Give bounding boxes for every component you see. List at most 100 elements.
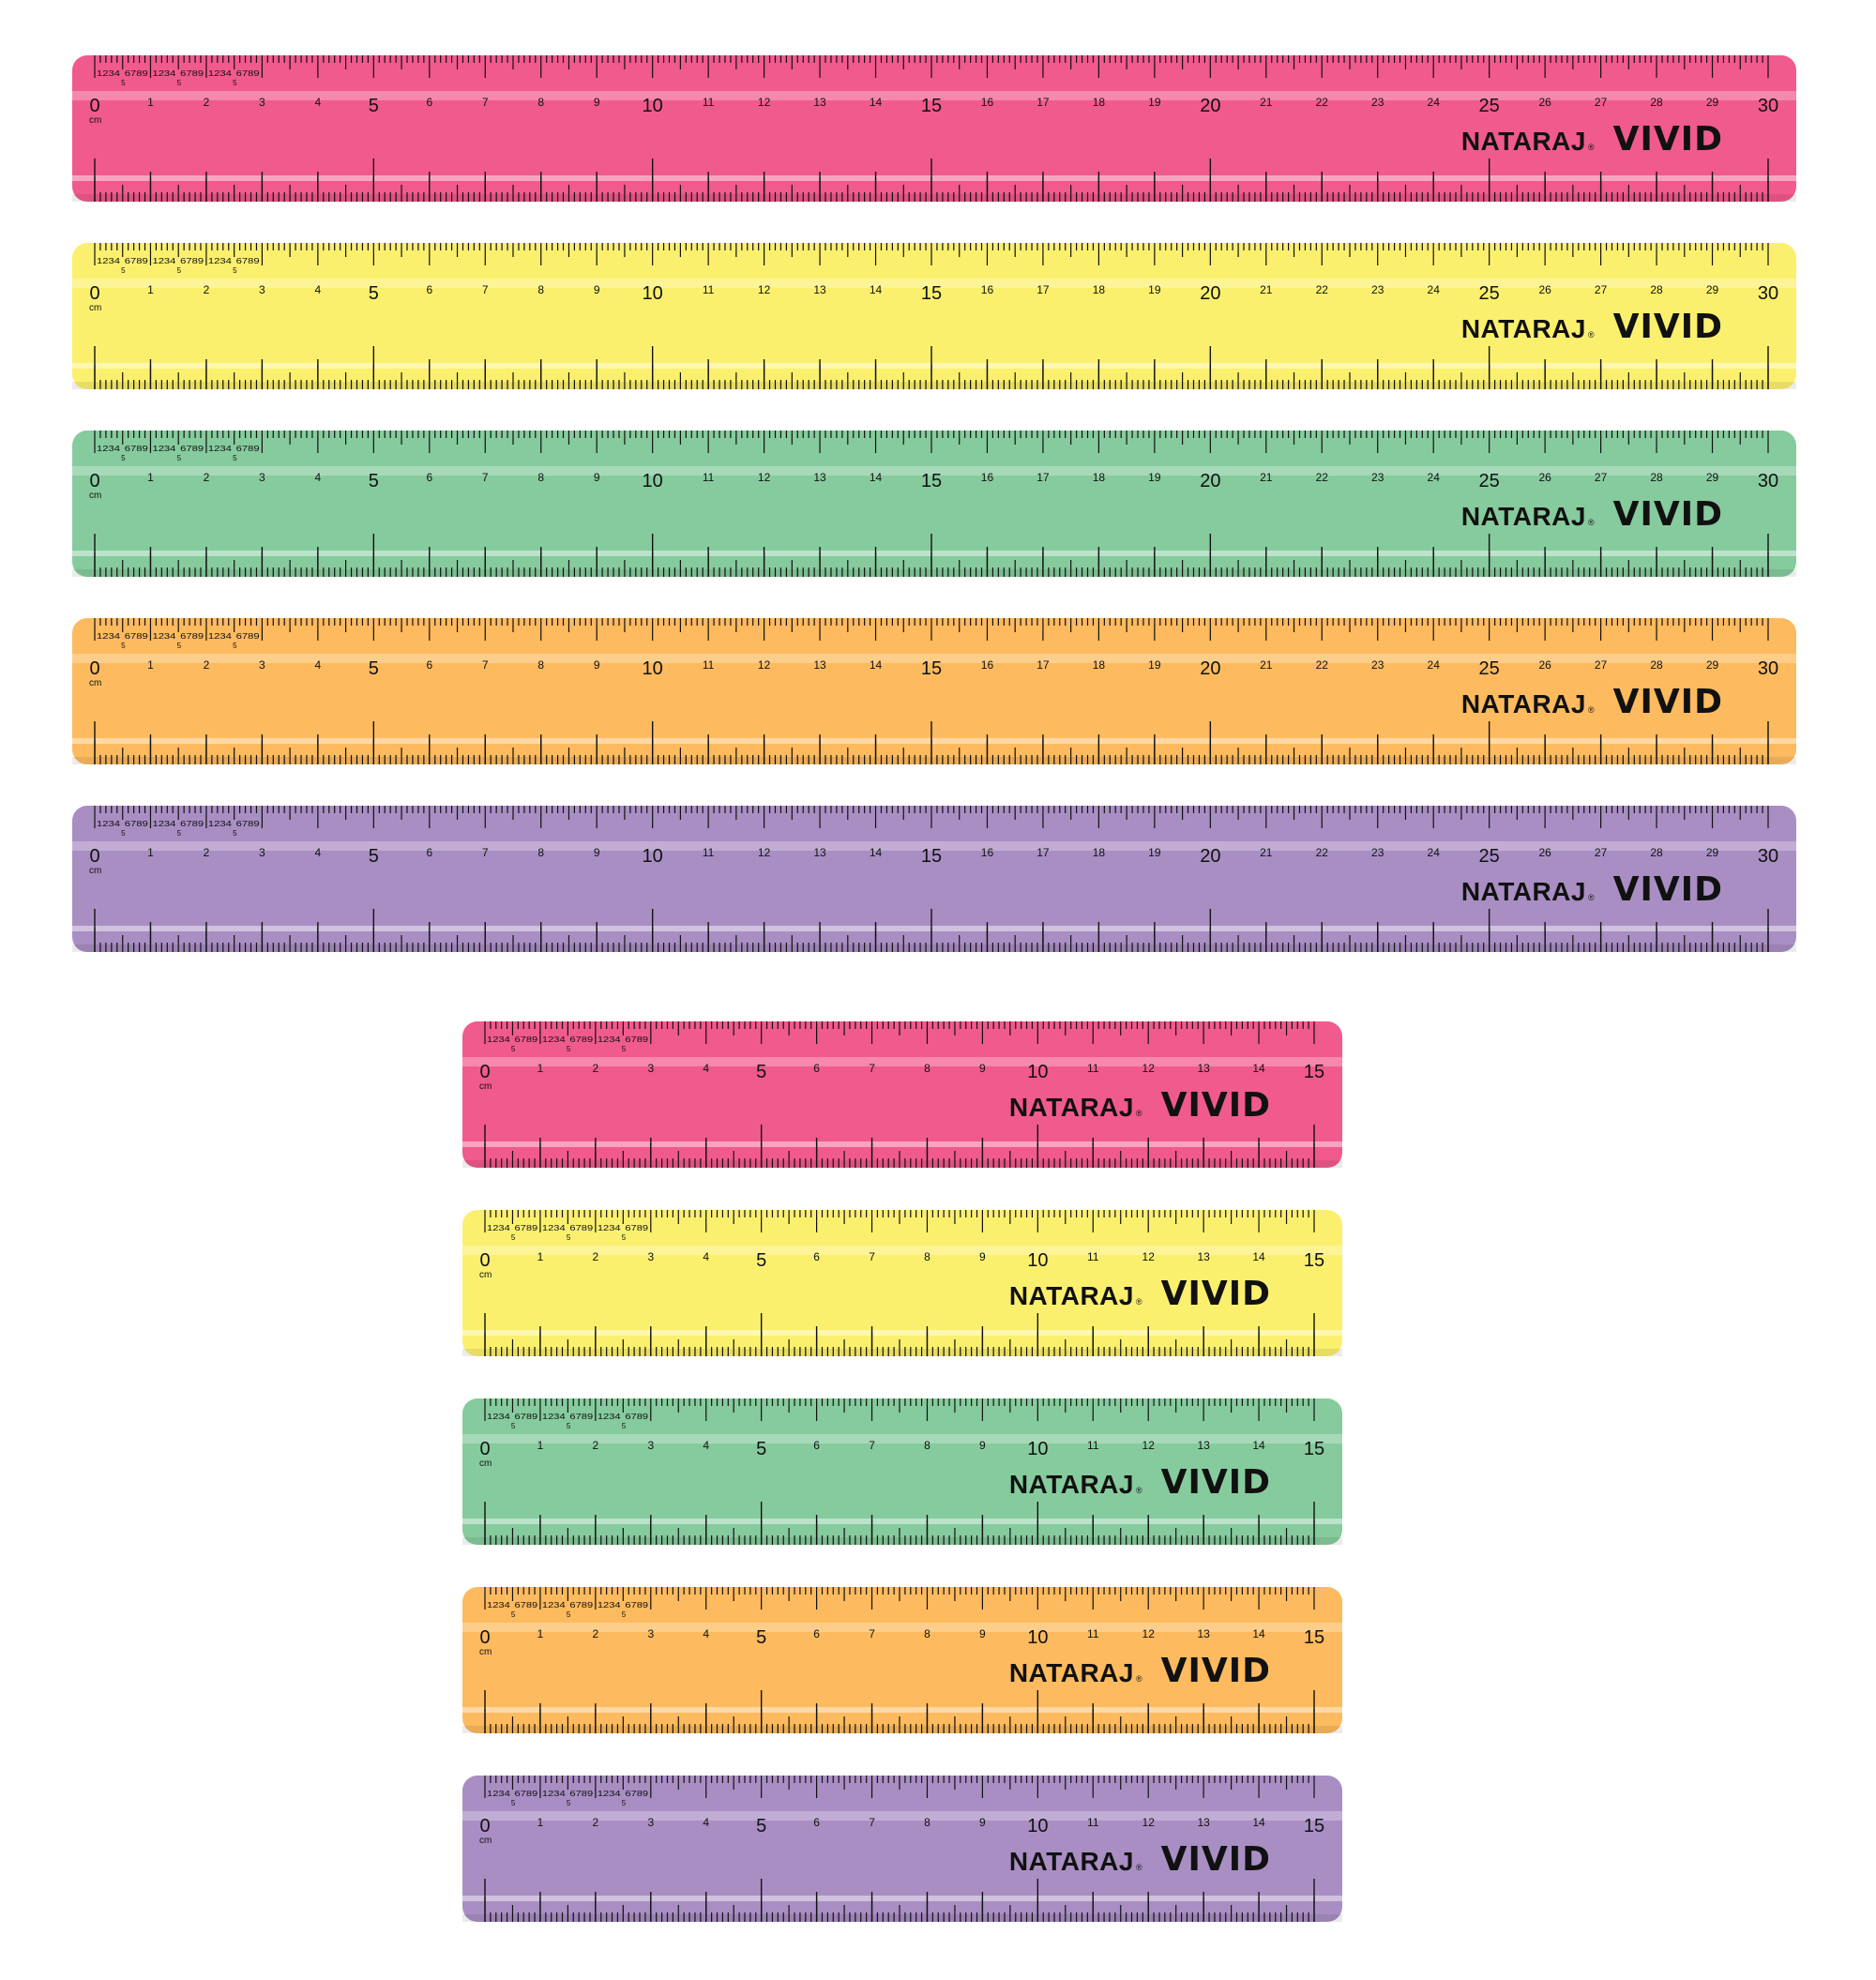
vernier-digits-right: 6789	[236, 632, 261, 641]
cm-number: 10	[1027, 1627, 1048, 1648]
cm-number: 8	[537, 658, 544, 672]
cm-number: 3	[647, 1439, 654, 1452]
cm-number: 7	[482, 658, 489, 672]
ruler-graphic: 0 1 2 3 4 5 6 7 8 9 10 11 12 13 14 15 16 17 18 19 20 21 22 23 24…	[72, 431, 1796, 577]
ruler-edge-shadow	[462, 1349, 1342, 1356]
vernier-five: 5	[567, 1422, 571, 1430]
cm-number: 25	[1479, 471, 1500, 491]
cm-number: 6	[813, 1627, 820, 1640]
vernier-five: 5	[121, 266, 126, 275]
ruler-graphic: 0 1 2 3 4 5 6 7 8 9 10 11 12 13 14 15 16 17 18 19 20 21 22 23 24…	[72, 806, 1796, 952]
cm-number: 5	[756, 1627, 766, 1648]
cm-number: 26	[1538, 846, 1551, 859]
cm-number: 16	[981, 96, 994, 109]
unit-label: cm	[89, 115, 101, 126]
cm-number: 14	[870, 658, 883, 672]
registered-mark: ®	[1135, 1297, 1142, 1307]
cm-number: 28	[1650, 471, 1663, 484]
cm-number: 23	[1371, 658, 1384, 672]
cm-number: 20	[1200, 658, 1220, 679]
cm-number: 30	[1758, 283, 1778, 304]
cm-number: 4	[315, 846, 322, 859]
vernier-digits-right: 6789	[625, 1413, 649, 1421]
unit-label: cm	[89, 491, 101, 501]
ruler-graphic: 0 1 2 3 4 5 6 7 8 9 10 11 12 13 14 15 16 17 18 19 20 21 22 23 24…	[72, 618, 1796, 764]
vernier-digits-left: 1234	[487, 1601, 511, 1610]
cm-number: 12	[758, 658, 771, 672]
cm-number: 23	[1371, 846, 1384, 859]
brand-logo: NATARAJ ® VIVID	[1009, 1086, 1271, 1125]
cm-number: 2	[204, 471, 210, 484]
cm-number: 28	[1650, 846, 1663, 859]
cm-number: 9	[594, 658, 600, 672]
vernier-digits-right: 6789	[514, 1601, 538, 1610]
cm-number: 25	[1479, 846, 1500, 867]
cm-number: 12	[1142, 1250, 1156, 1263]
vernier-digits-left: 1234	[208, 257, 233, 265]
ruler-15cm-pink: 0 1 2 3 4 5 6 7 8 9 10 11 12 13 14 15 cm 1234 6789 5 1234 678…	[462, 1021, 1342, 1168]
cm-number: 4	[703, 1439, 709, 1452]
vernier-five: 5	[121, 642, 126, 650]
cm-number: 14	[1252, 1439, 1265, 1452]
cm-number: 11	[1087, 1439, 1099, 1452]
cm-number: 6	[813, 1439, 820, 1452]
cm-number: 19	[1148, 658, 1161, 672]
cm-number: 19	[1148, 96, 1161, 109]
cm-number: 16	[981, 283, 994, 296]
vernier-five: 5	[177, 79, 182, 87]
cm-number: 16	[981, 471, 994, 484]
cm-number: 1	[537, 1627, 544, 1640]
brand-name: NATARAJ	[1460, 502, 1586, 531]
ruler-30cm-yellow: 0 1 2 3 4 5 6 7 8 9 10 11 12 13 14 15 16 17 18 19 20 21 22 23 24…	[72, 243, 1796, 389]
cm-number: 3	[259, 283, 265, 296]
vernier-digits-left: 1234	[152, 820, 176, 828]
cm-number: 27	[1595, 96, 1608, 109]
cm-number: 0	[479, 1627, 490, 1648]
vernier-digits-right: 6789	[125, 820, 149, 828]
cm-number: 10	[1027, 1439, 1048, 1459]
product-name: VIVID	[1160, 1086, 1271, 1125]
cm-number: 10	[1027, 1062, 1048, 1082]
cm-number: 7	[869, 1062, 875, 1075]
vernier-digits-left: 1234	[487, 1413, 511, 1421]
vernier-digits-right: 6789	[125, 632, 149, 641]
ruler-highlight-top	[462, 1623, 1342, 1632]
cm-number: 0	[89, 96, 99, 116]
brand-name: NATARAJ	[1008, 1470, 1134, 1499]
cm-number: 23	[1371, 96, 1384, 109]
cm-number: 14	[1252, 1250, 1265, 1263]
vernier-digits-right: 6789	[625, 1224, 649, 1232]
brand-logo: NATARAJ ® VIVID	[1460, 495, 1723, 534]
ruler-highlight-top	[462, 1811, 1342, 1821]
ruler-edge-shadow	[72, 194, 1796, 202]
vernier-digits-right: 6789	[236, 69, 261, 78]
vernier-digits-right: 6789	[125, 445, 149, 453]
vernier-digits-left: 1234	[487, 1035, 511, 1044]
cm-number: 9	[594, 283, 600, 296]
cm-number: 29	[1706, 846, 1719, 859]
vernier-digits-left: 1234	[208, 820, 233, 828]
cm-number: 7	[482, 96, 489, 109]
ruler-highlight-top	[462, 1434, 1342, 1443]
cm-number: 29	[1706, 96, 1719, 109]
cm-number: 13	[813, 658, 826, 672]
product-name: VIVID	[1612, 870, 1723, 909]
registered-mark: ®	[1587, 143, 1595, 152]
cm-number: 1	[537, 1439, 544, 1452]
cm-number: 4	[315, 471, 322, 484]
cm-number: 6	[813, 1250, 820, 1263]
unit-label: cm	[479, 1647, 492, 1657]
brand-name: NATARAJ	[1460, 127, 1586, 156]
cm-number: 4	[315, 96, 322, 109]
cm-number: 21	[1260, 283, 1273, 296]
vernier-digits-right: 6789	[236, 257, 261, 265]
cm-number: 12	[1142, 1439, 1156, 1452]
cm-number: 13	[813, 96, 826, 109]
vernier-digits-right: 6789	[125, 257, 149, 265]
cm-number: 28	[1650, 96, 1663, 109]
brand-logo: NATARAJ ® VIVID	[1461, 308, 1723, 346]
ruler-edge-shadow	[72, 757, 1796, 764]
product-name: VIVID	[1612, 308, 1723, 346]
cm-number: 11	[703, 96, 715, 109]
